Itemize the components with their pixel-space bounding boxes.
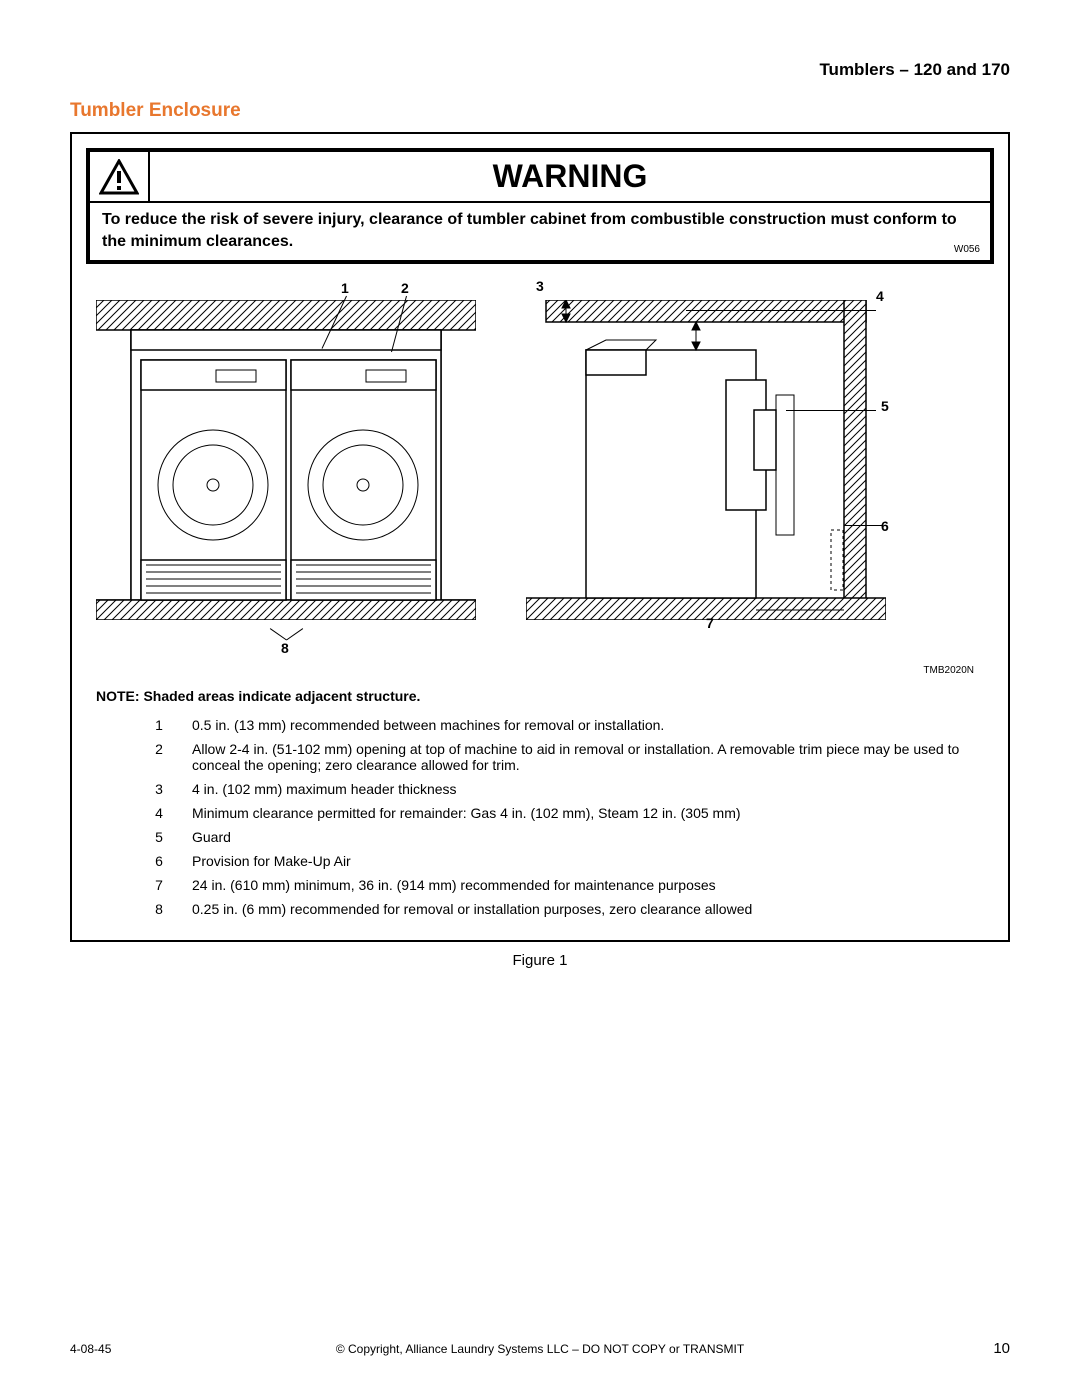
legend-row: 10.5 in. (13 mm) recommended between mac… <box>134 714 982 736</box>
legend-row: 5Guard <box>134 826 982 848</box>
legend-row: 2Allow 2-4 in. (51-102 mm) opening at to… <box>134 738 982 776</box>
legend-row: 724 in. (610 mm) minimum, 36 in. (914 mm… <box>134 874 982 896</box>
callout-5: 5 <box>881 398 889 414</box>
callout-2: 2 <box>401 280 409 296</box>
legend-num: 6 <box>134 850 184 872</box>
legend-row: 6Provision for Make-Up Air <box>134 850 982 872</box>
legend-text: 4 in. (102 mm) maximum header thickness <box>186 778 982 800</box>
warning-block: WARNING To reduce the risk of severe inj… <box>86 148 994 264</box>
legend-row: 34 in. (102 mm) maximum header thickness <box>134 778 982 800</box>
section-title: Tumbler Enclosure <box>70 100 1010 122</box>
diagram-side <box>526 300 886 620</box>
warning-title: WARNING <box>150 152 990 201</box>
legend-num: 4 <box>134 802 184 824</box>
legend-table: 10.5 in. (13 mm) recommended between mac… <box>132 712 984 922</box>
legend-text: Minimum clearance permitted for remainde… <box>186 802 982 824</box>
callout-7: 7 <box>706 615 714 631</box>
header-model: Tumblers – 120 and 170 <box>819 60 1010 80</box>
legend-num: 7 <box>134 874 184 896</box>
diagram-front <box>96 300 476 620</box>
callout-4: 4 <box>876 288 884 304</box>
note: NOTE: Shaded areas indicate adjacent str… <box>96 688 1008 704</box>
figure-box: WARNING To reduce the risk of severe inj… <box>70 132 1010 942</box>
legend-text: 0.5 in. (13 mm) recommended between mach… <box>186 714 982 736</box>
warning-code: W056 <box>954 243 980 257</box>
legend-row: 4Minimum clearance permitted for remaind… <box>134 802 982 824</box>
footer: 4-08-45 © Copyright, Alliance Laundry Sy… <box>70 1340 1010 1357</box>
footer-center: © Copyright, Alliance Laundry Systems LL… <box>70 1342 1010 1356</box>
callout-8: 8 <box>281 640 289 656</box>
callout-3: 3 <box>536 278 544 294</box>
warning-icon-cell <box>90 152 150 201</box>
legend-text: 0.25 in. (6 mm) recommended for removal … <box>186 898 982 920</box>
legend-num: 8 <box>134 898 184 920</box>
diagram-area: 1 2 3 4 5 6 7 8 TMB2020N <box>86 270 994 670</box>
callout-1: 1 <box>341 280 349 296</box>
callout-6: 6 <box>881 518 889 534</box>
legend-text: 24 in. (610 mm) minimum, 36 in. (914 mm)… <box>186 874 982 896</box>
legend-text: Guard <box>186 826 982 848</box>
diagram-code: TMB2020N <box>923 665 974 676</box>
legend-row: 80.25 in. (6 mm) recommended for removal… <box>134 898 982 920</box>
warning-icon <box>99 159 139 195</box>
page: Tumblers – 120 and 170 Tumbler Enclosure… <box>0 0 1080 1397</box>
legend-num: 1 <box>134 714 184 736</box>
legend-num: 3 <box>134 778 184 800</box>
legend-text: Allow 2-4 in. (51-102 mm) opening at top… <box>186 738 982 776</box>
legend-num: 5 <box>134 826 184 848</box>
figure-caption: Figure 1 <box>70 952 1010 969</box>
warning-text: To reduce the risk of severe injury, cle… <box>102 211 957 250</box>
warning-header: WARNING <box>90 152 990 203</box>
legend-text: Provision for Make-Up Air <box>186 850 982 872</box>
warning-body: To reduce the risk of severe injury, cle… <box>90 203 990 260</box>
legend-num: 2 <box>134 738 184 776</box>
